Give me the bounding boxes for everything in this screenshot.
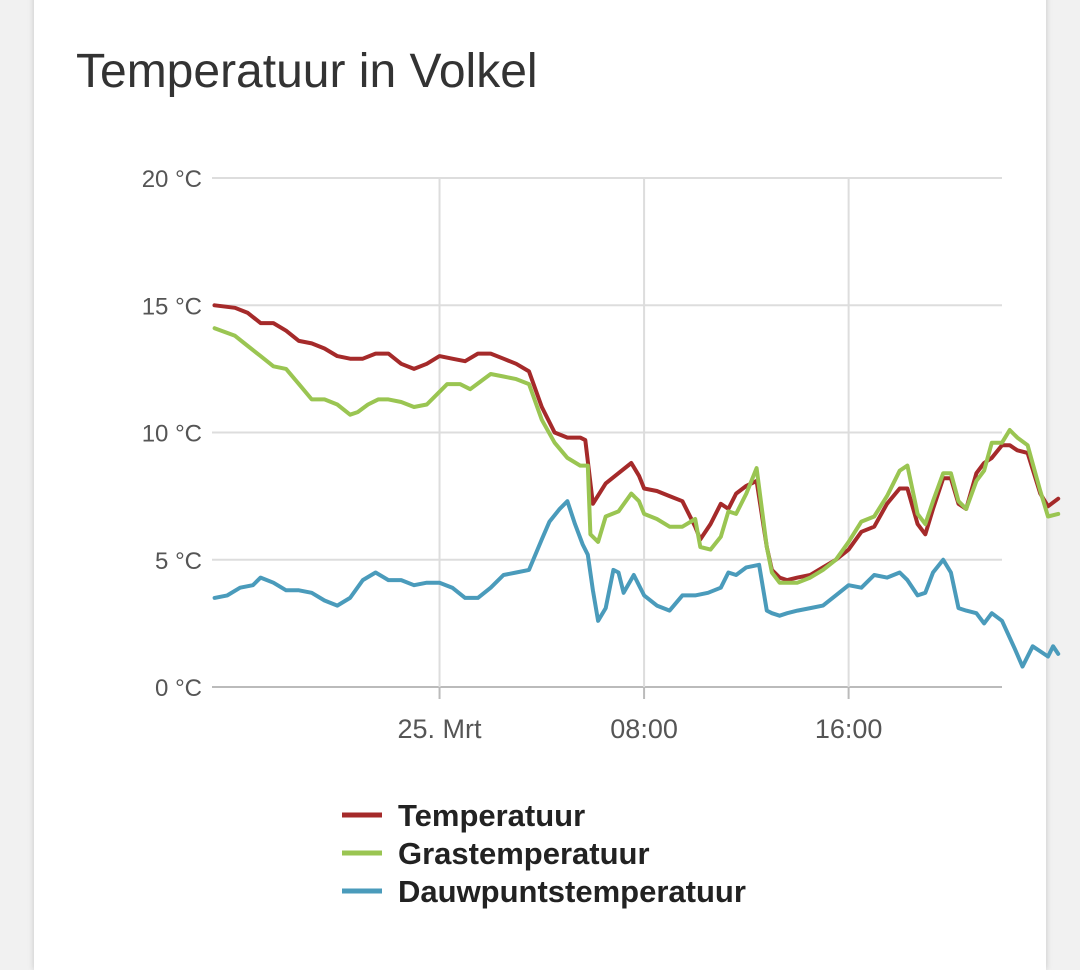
series-line-dauwpuntstemperatuur — [212, 499, 1061, 669]
series-lines — [212, 303, 1061, 669]
y-tick-label: 10 °C — [142, 421, 202, 448]
chart-card — [34, 0, 1046, 970]
legend-item-grastemperatuur[interactable]: Grastemperatuur — [342, 836, 650, 871]
x-axis-ticks: 25. Mrt 08:00 16:00 — [398, 714, 883, 744]
legend[interactable]: TemperatuurGrastemperatuurDauwpuntstempe… — [342, 798, 746, 909]
x-tick-label: 16:00 — [815, 714, 883, 744]
legend-label: Temperatuur — [398, 798, 585, 833]
y-tick-label: 15 °C — [142, 293, 202, 320]
y-tick-label: 5 °C — [155, 548, 202, 575]
legend-label: Dauwpuntstemperatuur — [398, 874, 746, 909]
legend-item-temperatuur[interactable]: Temperatuur — [342, 798, 585, 833]
y-tick-label: 20 °C — [142, 166, 202, 193]
y-tick-label: 0 °C — [155, 675, 202, 702]
y-axis-ticks: 0 °C 5 °C 10 °C 15 °C 20 °C — [142, 166, 202, 702]
series-line-temperatuur — [212, 303, 1061, 583]
series-line-grastemperatuur — [212, 326, 1061, 585]
x-tick-label: 25. Mrt — [398, 714, 483, 744]
legend-label: Grastemperatuur — [398, 836, 650, 871]
legend-item-dauwpuntstemperatuur[interactable]: Dauwpuntstemperatuur — [342, 874, 746, 909]
x-tick-label: 08:00 — [610, 714, 678, 744]
grid-lines — [212, 177, 1002, 699]
chart-title: Temperatuur in Volkel — [76, 45, 538, 98]
